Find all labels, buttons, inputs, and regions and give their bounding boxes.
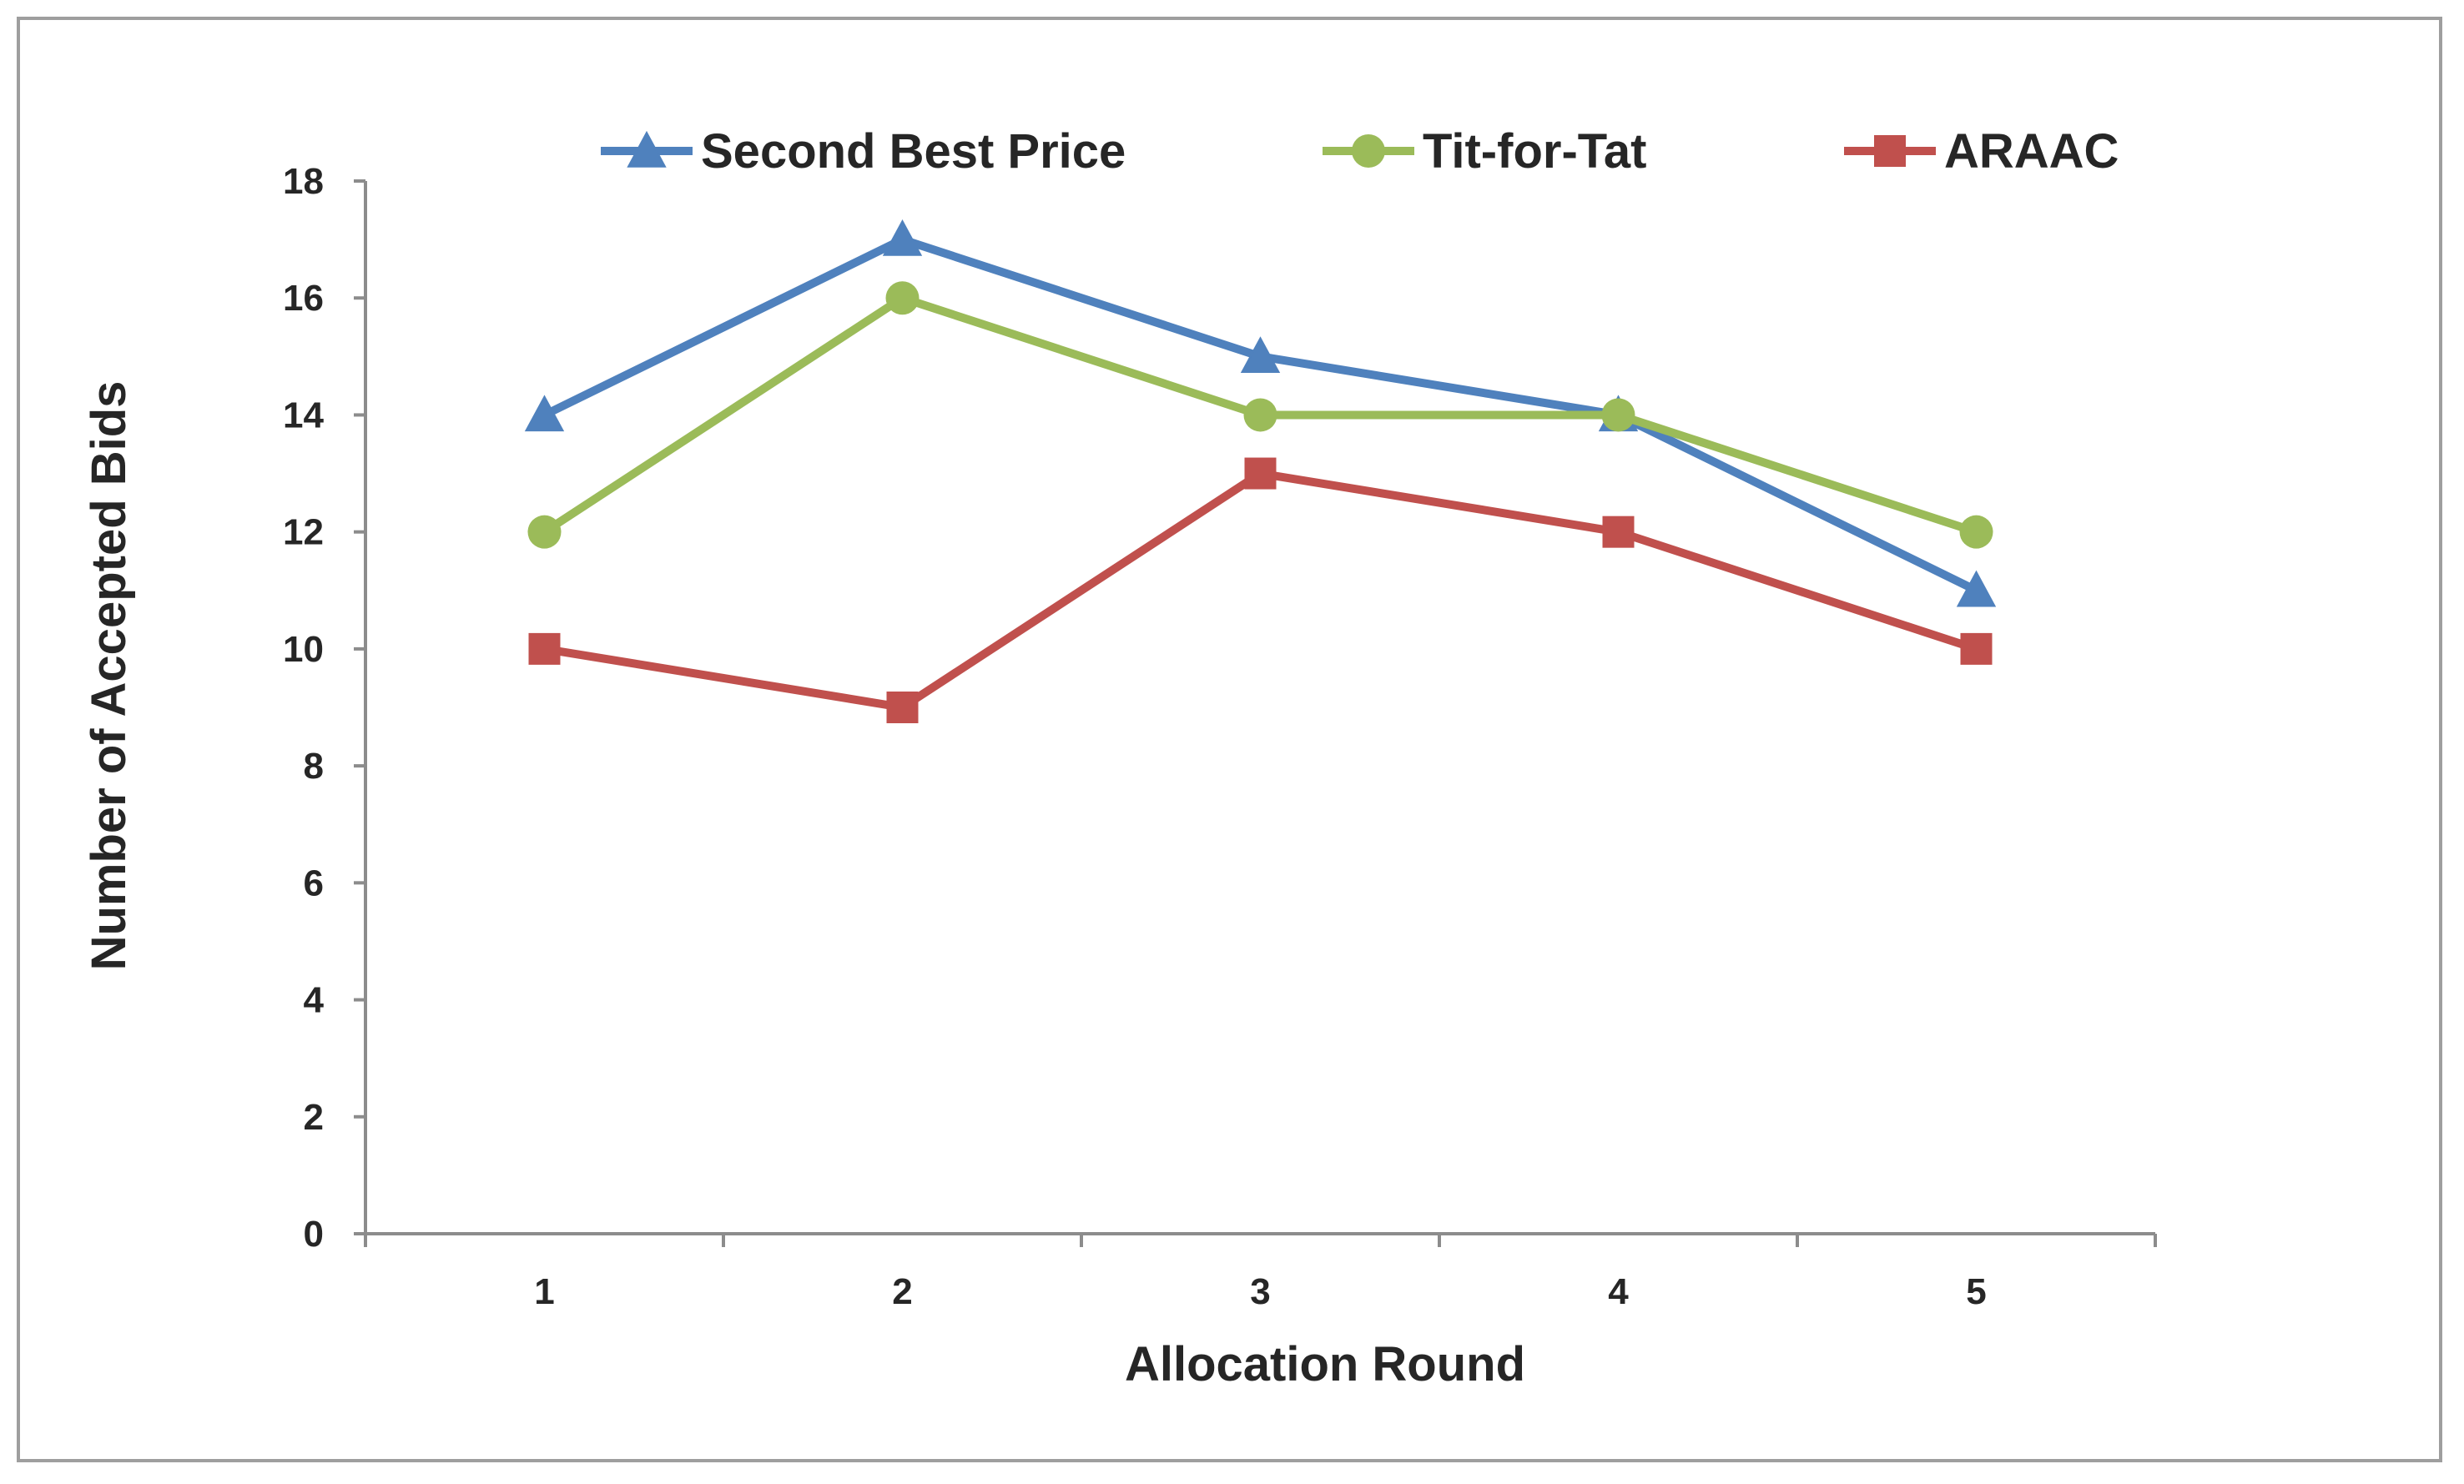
data-point <box>1960 632 1993 665</box>
data-point <box>1240 336 1281 374</box>
x-tick-label: 4 <box>1608 1271 1629 1312</box>
x-tick-label: 1 <box>534 1271 554 1312</box>
legend-label: Tit-for-Tat <box>1423 124 1646 179</box>
x-tick-label: 3 <box>1250 1271 1270 1312</box>
legend-item: ARAAC <box>1844 124 2119 179</box>
y-tick-label: 4 <box>304 980 325 1021</box>
x-tick-label: 2 <box>892 1271 912 1312</box>
y-tick-label: 14 <box>283 395 324 435</box>
data-point <box>885 281 920 315</box>
data-point <box>882 219 923 256</box>
data-point <box>1956 570 1997 607</box>
y-tick-label: 10 <box>283 629 324 670</box>
data-point <box>1601 398 1635 432</box>
data-point <box>1244 457 1277 490</box>
legend-item: Second Best Price <box>601 124 1126 179</box>
legend-label: ARAAC <box>1944 124 2119 179</box>
data-point <box>527 515 562 549</box>
series-line <box>543 469 1978 712</box>
chart-frame <box>17 17 2442 1462</box>
y-tick-label: 2 <box>304 1097 324 1138</box>
data-point <box>1959 515 1993 549</box>
legend-label: Second Best Price <box>701 124 1126 179</box>
x-tick-label: 5 <box>1966 1271 1986 1312</box>
y-axis-title: Number of Accepted Bids <box>82 381 136 971</box>
y-tick-label: 6 <box>304 863 324 903</box>
legend: Second Best Price Tit-for-Tat ARAAC <box>601 124 2119 179</box>
series-2 <box>528 457 1993 723</box>
y-tick-label: 12 <box>283 512 324 553</box>
data-point <box>524 395 565 432</box>
data-point <box>886 692 919 723</box>
legend-marker <box>1352 134 1385 168</box>
legend-item: Tit-for-Tat <box>1323 124 1646 179</box>
y-tick-label: 18 <box>283 161 324 202</box>
data-point <box>1243 398 1277 432</box>
series-lines <box>524 219 1997 723</box>
y-tick-label: 8 <box>304 746 324 787</box>
legend-marker <box>627 130 667 168</box>
legend-marker <box>1874 135 1906 167</box>
x-axis-title: Allocation Round <box>1125 1337 1525 1391</box>
data-point <box>1602 516 1635 548</box>
data-point <box>528 632 561 665</box>
series-1 <box>527 281 1993 549</box>
y-tick-label: 0 <box>304 1214 324 1255</box>
y-tick-label: 16 <box>283 278 324 319</box>
